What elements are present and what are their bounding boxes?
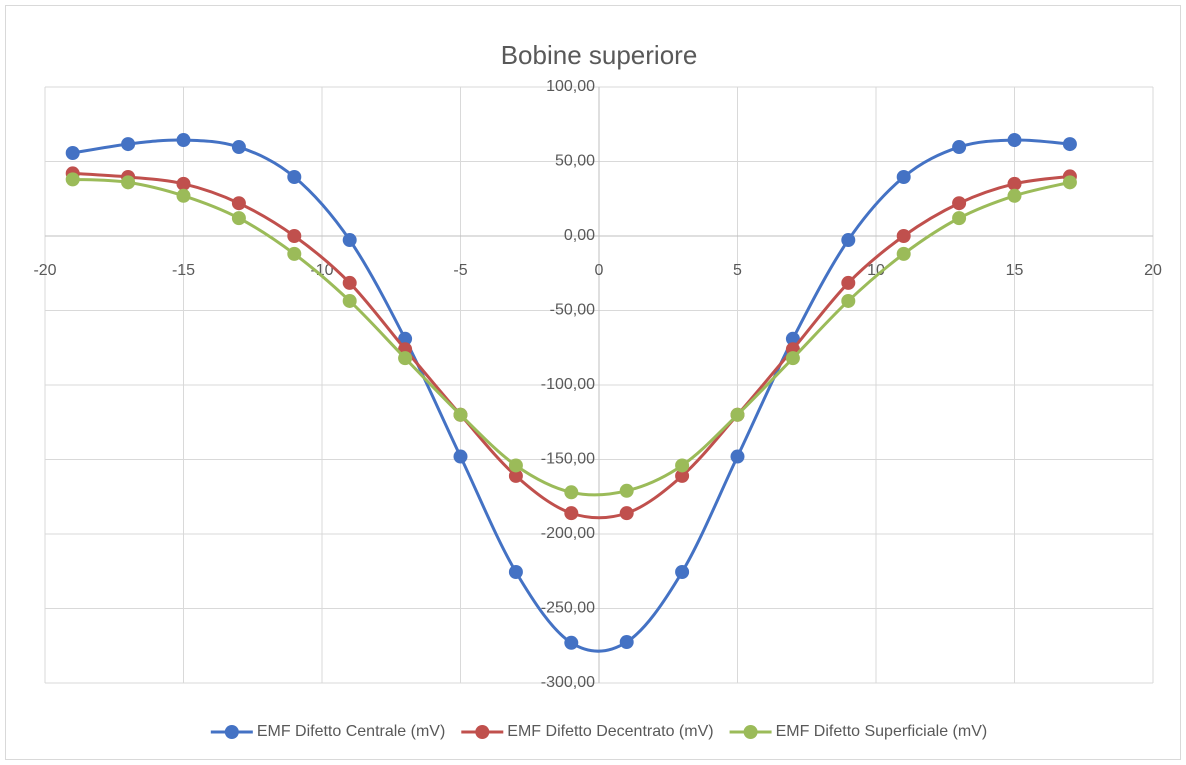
legend-label: EMF Difetto Decentrato (mV)	[507, 723, 713, 740]
legend-marker	[743, 725, 758, 739]
data-point	[508, 564, 523, 579]
data-point	[342, 233, 357, 248]
data-point	[65, 146, 80, 161]
x-tick-label: 0	[595, 262, 604, 279]
y-tick-label: 100,00	[546, 78, 595, 95]
data-point	[287, 229, 302, 243]
data-point	[342, 275, 357, 290]
data-point	[342, 293, 357, 308]
data-point	[785, 351, 800, 366]
legend-label: EMF Difetto Centrale (mV)	[257, 723, 445, 740]
data-point	[508, 458, 523, 473]
data-point	[564, 635, 579, 650]
data-point	[619, 483, 634, 498]
data-point	[896, 229, 911, 243]
y-tick-label: -250,00	[541, 600, 595, 617]
data-point	[176, 133, 191, 148]
data-point	[896, 246, 911, 261]
chart-border	[5, 5, 1181, 760]
data-point	[952, 140, 967, 155]
data-point	[176, 188, 191, 203]
data-point	[841, 233, 856, 248]
data-point	[1062, 175, 1077, 190]
data-point	[1007, 188, 1022, 203]
y-tick-label: 50,00	[555, 153, 595, 170]
data-point	[619, 635, 634, 650]
data-point	[453, 407, 468, 422]
x-tick-label: -10	[310, 262, 333, 279]
x-tick-label: 20	[1144, 262, 1162, 279]
data-point	[453, 449, 468, 464]
legend-marker	[224, 725, 239, 739]
data-point	[730, 449, 745, 464]
x-tick-label: 10	[867, 262, 885, 279]
data-point	[952, 211, 967, 226]
data-point	[121, 137, 136, 152]
data-point	[952, 196, 967, 211]
data-point	[121, 175, 136, 190]
data-point	[675, 468, 690, 483]
data-point	[65, 172, 80, 187]
y-tick-label: -200,00	[541, 525, 595, 542]
data-point	[896, 169, 911, 184]
data-point	[398, 351, 413, 366]
chart-title: Bobine superiore	[501, 40, 698, 70]
data-point	[1062, 137, 1077, 152]
data-point	[730, 407, 745, 422]
data-point	[287, 169, 302, 184]
data-point	[231, 196, 246, 211]
x-tick-label: 5	[733, 262, 742, 279]
data-point	[564, 485, 579, 500]
data-point	[231, 211, 246, 226]
legend-marker	[475, 725, 490, 739]
data-point	[1007, 133, 1022, 148]
y-tick-label: -300,00	[541, 674, 595, 691]
data-point	[564, 506, 579, 521]
data-point	[841, 275, 856, 290]
data-point	[675, 564, 690, 579]
data-point	[1007, 176, 1022, 191]
x-tick-label: -15	[172, 262, 195, 279]
y-tick-label: -50,00	[550, 302, 595, 319]
data-point	[176, 176, 191, 191]
y-tick-label: -100,00	[541, 376, 595, 393]
data-point	[398, 331, 413, 346]
y-tick-label: -150,00	[541, 451, 595, 468]
legend-label: EMF Difetto Superficiale (mV)	[776, 723, 988, 740]
data-point	[785, 331, 800, 346]
data-point	[508, 468, 523, 483]
data-point	[231, 140, 246, 155]
y-tick-label: 0,00	[564, 227, 595, 244]
x-tick-label: -20	[33, 262, 56, 279]
data-point	[841, 293, 856, 308]
data-point	[619, 506, 634, 521]
data-point	[675, 458, 690, 473]
x-tick-label: -5	[453, 262, 467, 279]
data-point	[287, 246, 302, 261]
x-tick-label: 15	[1006, 262, 1024, 279]
